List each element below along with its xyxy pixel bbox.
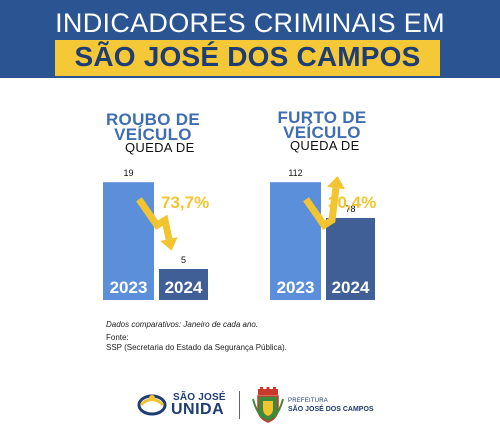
- comparison-note: Dados comparativos: Janeiro de cada ano.: [106, 320, 259, 329]
- chart-subtitle-roubo: QUEDA DE: [125, 140, 195, 155]
- furto-bar-2023: [270, 182, 321, 300]
- roubo-value-label-2023: 19: [123, 168, 133, 178]
- logo1-bottom-text: UNIDA: [171, 401, 225, 418]
- furto-decline-arrow-head: [327, 176, 345, 190]
- furto-value-label-2024: 78: [345, 204, 355, 214]
- header-title: INDICADORES CRIMINAIS EM: [55, 8, 445, 38]
- roubo-bar-2023: [103, 182, 154, 300]
- source-label: Fonte:: [106, 333, 129, 342]
- sao-jose-unida-logo: SÃO JOSÉ UNIDA: [137, 390, 232, 420]
- roubo-decline-arrow-line: [136, 197, 173, 240]
- furto-category-label-2023: 2023: [277, 278, 315, 297]
- furto-category-label-2024: 2024: [332, 278, 370, 297]
- roubo-decline-arrow-head: [160, 237, 178, 251]
- furto-bar-2024: [326, 217, 375, 300]
- city-crest-icon: [252, 387, 284, 423]
- furto-value-label-2023: 112: [288, 168, 302, 178]
- header-city-title: SÃO JOSÉ DOS CAMPOS: [74, 41, 421, 72]
- furto-decline-arrow-line: [303, 187, 340, 230]
- logo1-top-text: SÃO JOSÉ: [173, 392, 226, 403]
- header-banner: [55, 40, 440, 76]
- footer-divider: [239, 391, 240, 419]
- roubo-category-label-2024: 2024: [165, 278, 203, 297]
- furto-decline-percent: 30,4%: [328, 193, 376, 212]
- chart-title-roubo: ROUBO DE VEÍCULO: [105, 110, 200, 144]
- chart-title-furto: FURTO DE VEÍCULO: [277, 108, 367, 142]
- roubo-value-label-2024: 5: [181, 255, 186, 265]
- roubo-category-label-2023: 2023: [110, 278, 148, 297]
- chart-subtitle-furto: QUEDA DE: [290, 138, 360, 153]
- source-text: SSP (Secretaria do Estado da Segurança P…: [106, 343, 287, 352]
- prefeitura-city-label: SÃO JOSÉ DOS CAMPOS: [288, 406, 374, 413]
- sao-jose-unida-emblem-icon: [137, 394, 167, 416]
- roubo-bar-2024: [159, 269, 208, 300]
- roubo-decline-percent: 73,7%: [161, 193, 209, 212]
- prefeitura-label: PREFEITURA: [288, 398, 329, 404]
